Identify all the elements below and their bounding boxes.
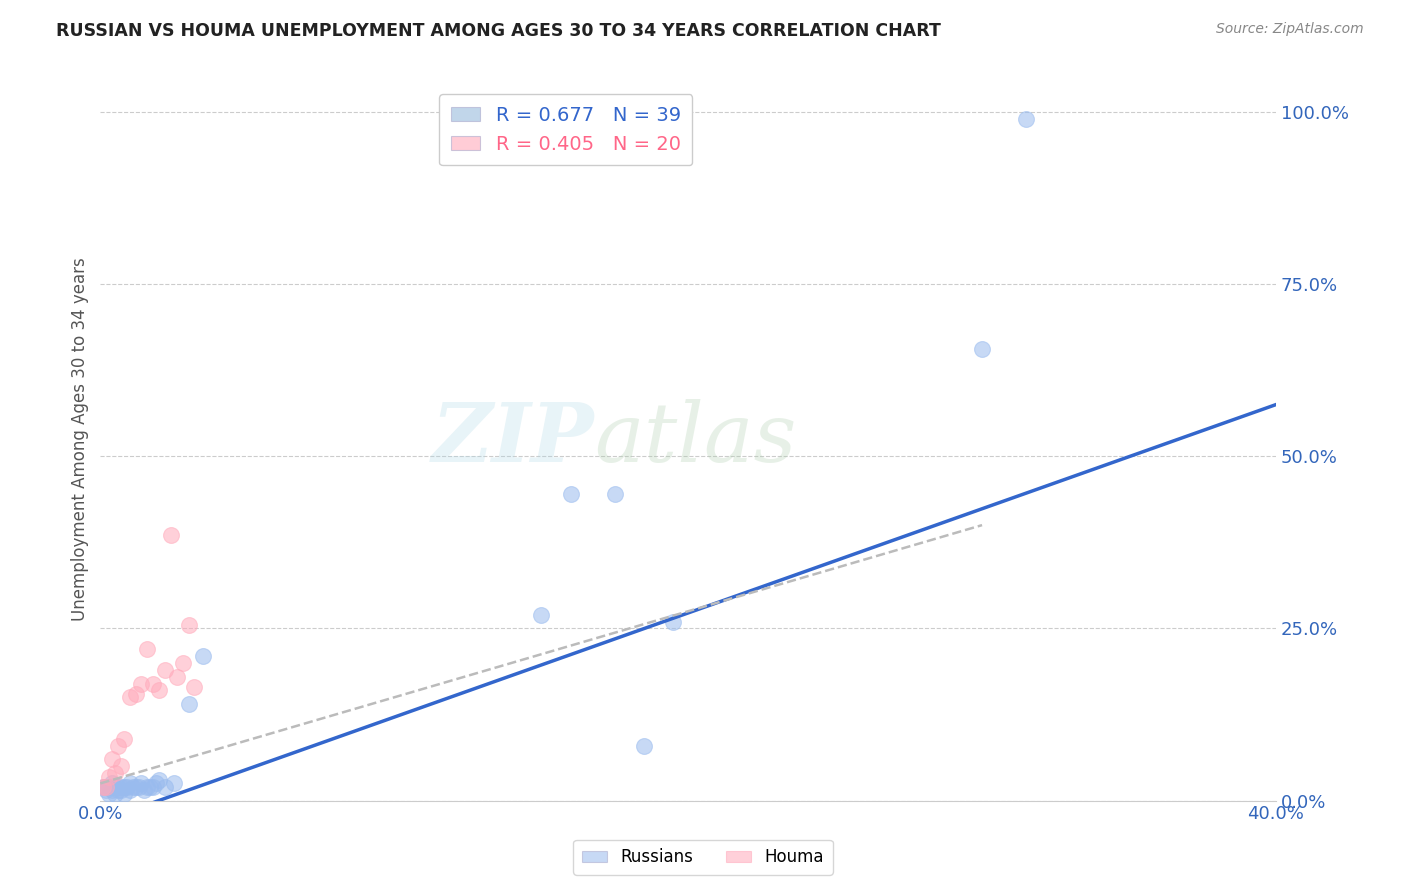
Point xyxy=(160,528,183,542)
Point xyxy=(98,780,121,794)
Point xyxy=(91,780,114,794)
Point xyxy=(104,787,127,801)
Point xyxy=(96,780,118,794)
Point xyxy=(110,783,132,797)
Point xyxy=(96,780,118,794)
Legend: Russians, Houma: Russians, Houma xyxy=(574,840,832,875)
Point xyxy=(110,780,132,794)
Point xyxy=(98,787,121,801)
Point xyxy=(153,780,176,794)
Point xyxy=(142,780,165,794)
Point xyxy=(107,780,129,794)
Point xyxy=(115,780,138,794)
Point xyxy=(107,739,129,753)
Point xyxy=(136,642,159,657)
Legend: R = 0.677   N = 39, R = 0.405   N = 20: R = 0.677 N = 39, R = 0.405 N = 20 xyxy=(439,95,692,165)
Point xyxy=(139,780,162,794)
Point xyxy=(98,770,121,784)
Point xyxy=(104,766,127,780)
Point xyxy=(101,783,124,797)
Point xyxy=(91,780,114,794)
Text: ZIP: ZIP xyxy=(432,399,595,479)
Text: atlas: atlas xyxy=(595,399,796,479)
Point xyxy=(118,776,141,790)
Point xyxy=(172,656,194,670)
Point xyxy=(603,487,626,501)
Point xyxy=(148,772,170,787)
Point xyxy=(1015,112,1038,126)
Point xyxy=(131,776,153,790)
Point xyxy=(153,663,176,677)
Point xyxy=(121,780,143,794)
Point xyxy=(163,776,186,790)
Point xyxy=(166,670,188,684)
Point xyxy=(148,683,170,698)
Point xyxy=(136,780,159,794)
Point xyxy=(177,618,200,632)
Point xyxy=(633,739,655,753)
Point xyxy=(101,752,124,766)
Point xyxy=(101,776,124,790)
Text: Source: ZipAtlas.com: Source: ZipAtlas.com xyxy=(1216,22,1364,37)
Point xyxy=(560,487,582,501)
Point xyxy=(970,343,993,357)
Point xyxy=(193,648,215,663)
Point xyxy=(118,783,141,797)
Point xyxy=(124,780,146,794)
Point xyxy=(104,780,127,794)
Y-axis label: Unemployment Among Ages 30 to 34 years: Unemployment Among Ages 30 to 34 years xyxy=(72,257,89,621)
Point xyxy=(110,759,132,773)
Text: RUSSIAN VS HOUMA UNEMPLOYMENT AMONG AGES 30 TO 34 YEARS CORRELATION CHART: RUSSIAN VS HOUMA UNEMPLOYMENT AMONG AGES… xyxy=(56,22,941,40)
Point xyxy=(107,783,129,797)
Point xyxy=(177,697,200,711)
Point xyxy=(124,687,146,701)
Point xyxy=(96,783,118,797)
Point xyxy=(131,676,153,690)
Point xyxy=(128,780,150,794)
Point xyxy=(530,607,553,622)
Point xyxy=(145,776,167,790)
Point xyxy=(112,731,135,746)
Point xyxy=(112,780,135,794)
Point xyxy=(142,676,165,690)
Point xyxy=(183,680,205,694)
Point xyxy=(662,615,685,629)
Point xyxy=(112,787,135,801)
Point xyxy=(134,783,156,797)
Point xyxy=(118,690,141,705)
